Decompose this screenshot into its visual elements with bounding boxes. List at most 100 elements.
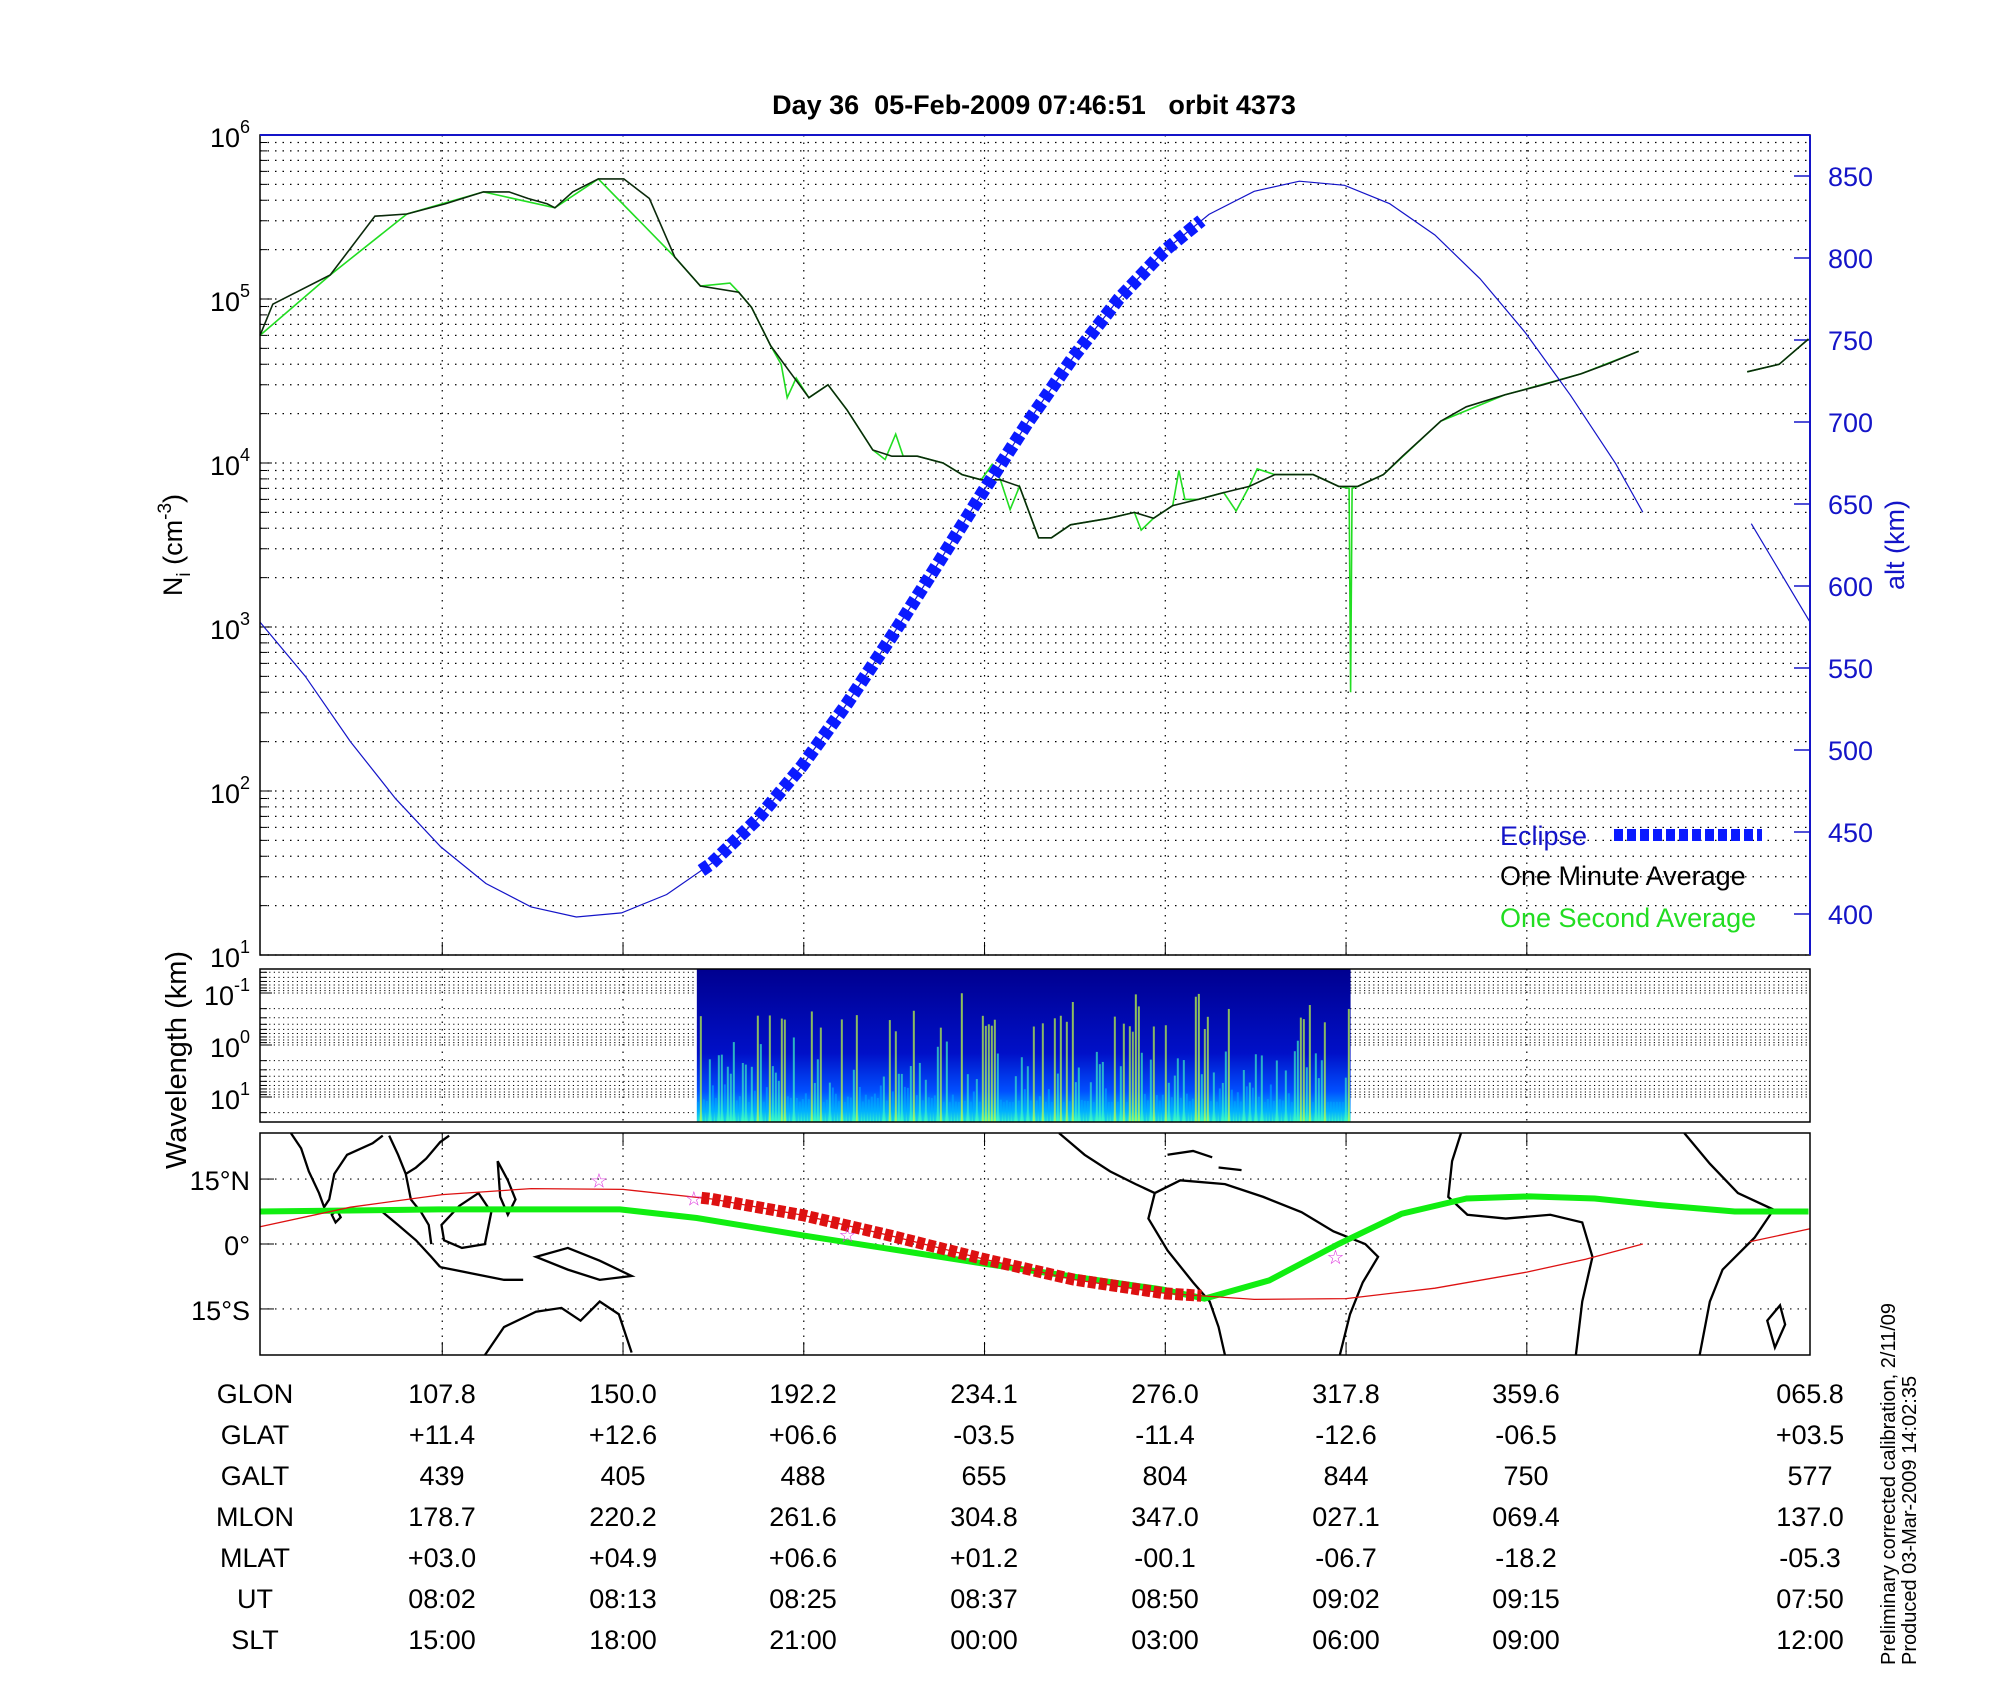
spectrogram-column xyxy=(1338,1101,1341,1122)
spectrogram-column xyxy=(798,1101,801,1122)
alt-tick-label: 550 xyxy=(1828,654,1873,684)
y-tick-base: 10 xyxy=(210,123,240,153)
spectrogram-gridlines xyxy=(260,969,1810,1122)
spectrogram-frame xyxy=(259,968,1811,1123)
spectrogram-column xyxy=(753,1090,756,1122)
spectrogram-image xyxy=(696,969,1351,1122)
spectrogram-column xyxy=(1143,1093,1146,1122)
spectrogram-column xyxy=(1059,1015,1062,1122)
spectrogram-column xyxy=(1125,1101,1128,1122)
spectrogram-column xyxy=(849,1097,852,1122)
spectrogram-column xyxy=(705,1100,708,1122)
lat-tick-label: 0° xyxy=(224,1231,250,1261)
spectrogram-column xyxy=(1326,1101,1329,1122)
spectrogram-column xyxy=(1002,1101,1005,1122)
spectrogram-column xyxy=(768,1015,771,1122)
coastline-java xyxy=(439,1265,524,1281)
y-tick-base: 10 xyxy=(210,943,240,973)
spectrogram-column xyxy=(1248,1082,1251,1122)
spectrogram-column xyxy=(1182,1060,1185,1122)
spectrogram-column xyxy=(957,1101,960,1122)
table-cell: 18:00 xyxy=(589,1625,657,1655)
spectrogram-column xyxy=(1323,1022,1326,1122)
table-cell: +03.5 xyxy=(1776,1420,1844,1450)
spectrogram-column xyxy=(1119,1066,1122,1122)
spectrogram-column xyxy=(1215,1101,1218,1122)
spectrogram-column xyxy=(1284,1070,1287,1122)
wavelength-tick-label: 10-1 xyxy=(204,975,250,1011)
table-cell: 844 xyxy=(1323,1461,1368,1491)
coastline-borneo xyxy=(440,1191,493,1250)
one-minute-average-line xyxy=(259,178,1640,539)
produced-note: Produced 03-Mar-2009 14:02:35 xyxy=(1899,1376,1921,1665)
lat-tick-label: 15°S xyxy=(191,1296,250,1326)
altitude-y-ticks: 400 450 500 550 600 650 700 750 800 850 xyxy=(1794,162,1873,930)
y-tick-label: 104 xyxy=(210,445,250,481)
spectrogram-column xyxy=(879,1085,882,1122)
spectrogram-column xyxy=(1026,1066,1029,1122)
spectrogram-column xyxy=(864,1094,867,1122)
tick-base: 10 xyxy=(210,1085,240,1115)
spectrogram-column xyxy=(1281,1100,1284,1122)
table-cell: -00.1 xyxy=(1134,1543,1196,1573)
coastline-se-asia xyxy=(388,1134,450,1245)
star-marker: ☆ xyxy=(590,1170,608,1192)
spectrogram-column xyxy=(702,1099,705,1122)
table-cell: +06.6 xyxy=(769,1420,837,1450)
spectrogram-column xyxy=(807,1099,810,1122)
table-cell: +03.0 xyxy=(408,1543,476,1573)
spectrogram-column xyxy=(738,1096,741,1122)
spectrogram-column xyxy=(1212,1072,1215,1122)
spectrogram-column xyxy=(1197,993,1200,1122)
table-cell: 577 xyxy=(1787,1461,1832,1491)
table-cell: 304.8 xyxy=(950,1502,1018,1532)
spectrogram-column xyxy=(1095,1051,1098,1122)
spectrogram-column xyxy=(771,1066,774,1122)
spectrogram-column xyxy=(924,1079,927,1122)
spectrogram-column xyxy=(876,1097,879,1122)
spectrogram-column xyxy=(972,1091,975,1122)
spectrogram-column xyxy=(816,1059,819,1122)
latitude-ticks: 15°N 0° 15°S xyxy=(190,1166,250,1326)
spectrogram-column xyxy=(1335,1101,1338,1122)
table-cell: 09:00 xyxy=(1492,1625,1560,1655)
spectrogram-column xyxy=(1005,1100,1008,1122)
spectrogram-column xyxy=(1200,1074,1203,1122)
spectrogram-column xyxy=(1308,1005,1311,1122)
spectrogram-column xyxy=(840,1019,843,1122)
star-marker: ☆ xyxy=(685,1189,703,1211)
row-label: GLAT xyxy=(221,1420,290,1450)
spectrogram-column xyxy=(1269,1084,1272,1122)
spectrogram-column xyxy=(930,1098,933,1122)
spectrogram-column xyxy=(1032,1026,1035,1122)
spectrogram-column xyxy=(933,1095,936,1122)
table-cell: 178.7 xyxy=(408,1502,476,1532)
orbit-parameter-table: GLON 107.8 150.0 192.2 234.1 276.0 317.8 359.6 0… xyxy=(216,1379,1844,1655)
table-cell: 655 xyxy=(961,1461,1006,1491)
spectrogram-column xyxy=(837,1101,840,1122)
spectrogram-column xyxy=(1044,1101,1047,1122)
spectrogram-column xyxy=(1008,1101,1011,1122)
spectrogram-column xyxy=(912,1010,915,1122)
spectrogram-column xyxy=(966,1074,969,1122)
y-tick-label: 103 xyxy=(210,609,250,645)
spectrogram-column xyxy=(750,1066,753,1122)
spectrogram-column xyxy=(1209,1101,1212,1122)
spectrogram-column xyxy=(1194,996,1197,1122)
spectrogram-column xyxy=(906,1087,909,1122)
tick-base: 10 xyxy=(204,981,234,1011)
spectrogram-column xyxy=(717,1055,720,1122)
spectrogram-column xyxy=(1131,1031,1134,1122)
spectrogram-column xyxy=(909,1066,912,1122)
density-y-label: Ni (cm-3) xyxy=(155,494,195,596)
spectrogram-column xyxy=(726,1066,729,1122)
row-label: MLON xyxy=(216,1502,294,1532)
spectrogram-column xyxy=(1272,1101,1275,1122)
spectrogram-column xyxy=(1089,1082,1092,1122)
ylabel-base: N xyxy=(158,577,188,597)
table-cell: 08:50 xyxy=(1131,1584,1199,1614)
wavelength-tick-label: 100 xyxy=(210,1027,250,1063)
alt-tick-label: 800 xyxy=(1828,244,1873,274)
spectrogram-column xyxy=(1167,1082,1170,1122)
